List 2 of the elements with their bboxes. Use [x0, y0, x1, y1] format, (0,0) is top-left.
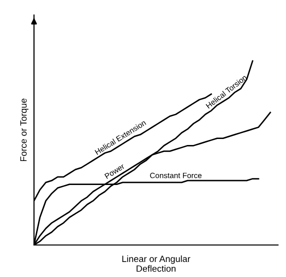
x-axis-title: Linear or Angular Deflection — [122, 255, 190, 272]
y-axis-title: Force or Torque — [20, 98, 28, 162]
